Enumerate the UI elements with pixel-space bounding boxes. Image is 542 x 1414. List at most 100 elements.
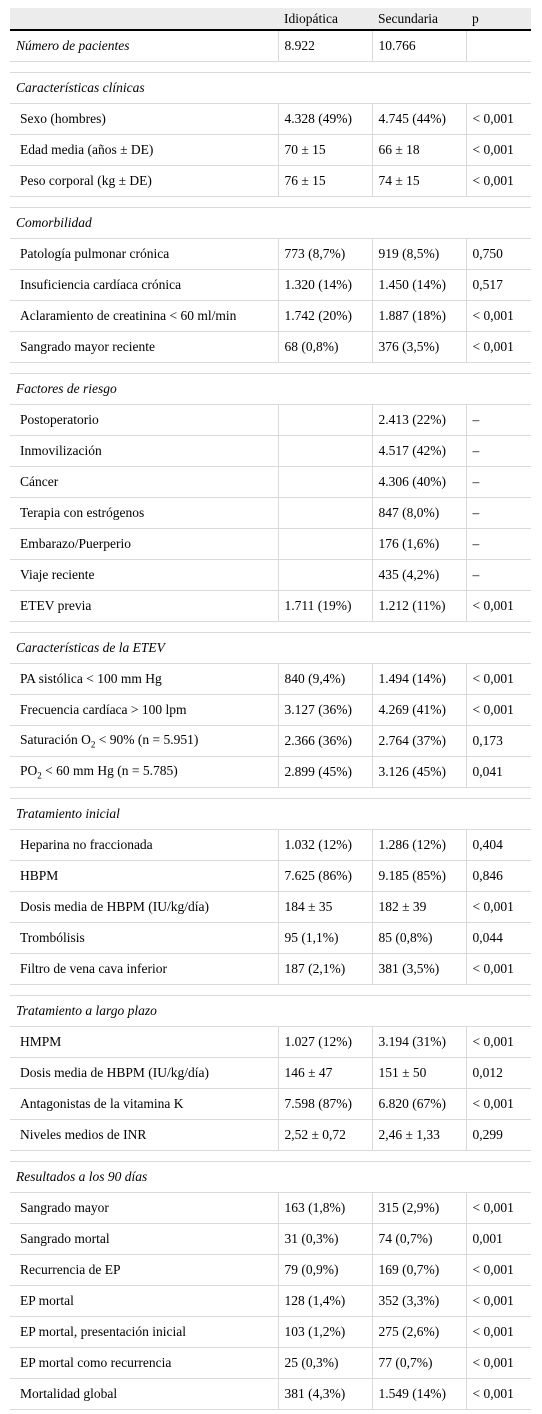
cell-secondary: 381 (3,5%) (371, 953, 466, 985)
table-row: Patología pulmonar crónica 773 (8,7%) 919 … (10, 238, 531, 270)
cell-p-value: 0,012 (465, 1057, 531, 1089)
table-row: HMPM 1.027 (12%) 3.194 (31%) < 0,001 (10, 1026, 531, 1058)
label-text-after: < 60 mm Hg (n = 5.785) (41, 762, 178, 778)
row-label: HBPM (10, 860, 278, 892)
table-row: Aclaramiento de creatinina < 60 ml/min 1.… (10, 300, 531, 332)
spacer-row (10, 621, 531, 633)
cell-idiopathic (277, 435, 372, 467)
cell-idiopathic: 128 (1,4%) (277, 1285, 372, 1317)
table-row: Cáncer 4.306 (40%) – (10, 466, 531, 498)
cell-secondary: 9.185 (85%) (371, 860, 466, 892)
row-label: Postoperatorio (10, 404, 278, 436)
cell-p-value: 0,404 (465, 829, 531, 861)
cell-idiopathic: 773 (8,7%) (277, 238, 372, 270)
cell-p-value: < 0,001 (465, 300, 531, 332)
cell-secondary: 376 (3,5%) (371, 331, 466, 363)
cell-p-value: < 0,001 (465, 1088, 531, 1120)
cell-idiopathic: 7.625 (86%) (277, 860, 372, 892)
cell-idiopathic: 2.366 (36%) (277, 725, 372, 757)
table-row: Trombólisis 95 (1,1%) 85 (0,8%) 0,044 (10, 922, 531, 954)
cell-idiopathic: 163 (1,8%) (277, 1192, 372, 1224)
row-label: Sangrado mayor reciente (10, 331, 278, 363)
cell-secondary: 1.286 (12%) (371, 829, 466, 861)
row-label: Patología pulmonar crónica (10, 238, 278, 270)
header-idiopathic: Idiopática (278, 8, 372, 31)
cell-secondary: 4.269 (41%) (371, 694, 466, 726)
spacer-row (10, 1150, 531, 1162)
cell-secondary: 85 (0,8%) (371, 922, 466, 954)
cell-secondary: 352 (3,3%) (371, 1285, 466, 1317)
table-row: Antagonistas de la vitamina K 7.598 (87%)… (10, 1088, 531, 1120)
row-label: HMPM (10, 1026, 278, 1058)
row-label: Aclaramiento de creatinina < 60 ml/min (10, 300, 278, 332)
cell-p-value: < 0,001 (465, 1347, 531, 1379)
cell-idiopathic: 25 (0,3%) (277, 1347, 372, 1379)
table-row: Dosis media de HBPM (IU/kg/día) 184 ± 35 1… (10, 891, 531, 923)
row-label: Antagonistas de la vitamina K (10, 1088, 278, 1120)
cell-secondary: 169 (0,7%) (371, 1254, 466, 1286)
cell-secondary: 10.766 (371, 30, 466, 62)
cell-idiopathic: 187 (2,1%) (277, 953, 372, 985)
row-label: Insuficiencia cardíaca crónica (10, 269, 278, 301)
section-header-row: Características clínicas (10, 72, 531, 104)
row-label: Saturación O2 < 90% (n = 5.951) (10, 725, 278, 757)
table-row: Inmovilización 4.517 (42%) – (10, 435, 531, 467)
cell-p-value: < 0,001 (465, 694, 531, 726)
row-label: Sangrado mortal (10, 1223, 278, 1255)
row-label: Mortalidad global (10, 1378, 278, 1410)
label-text-after: < 90% (n = 5.951) (95, 731, 199, 747)
cell-secondary: 435 (4,2%) (371, 559, 466, 591)
table-row: Embarazo/Puerperio 176 (1,6%) – (10, 528, 531, 560)
row-label: PO2 < 60 mm Hg (n = 5.785) (10, 756, 278, 788)
row-label: Niveles medios de INR (10, 1119, 278, 1151)
cell-idiopathic (277, 497, 372, 529)
row-label: Dosis media de HBPM (IU/kg/día) (10, 1057, 278, 1089)
cell-idiopathic: 8.922 (277, 30, 372, 62)
table-row: Niveles medios de INR 2,52 ± 0,72 2,46 ± 1… (10, 1119, 531, 1151)
section-title: Tratamiento inicial (10, 798, 531, 830)
cell-p-value: < 0,001 (465, 891, 531, 923)
table-row: Viaje reciente 435 (4,2%) – (10, 559, 531, 591)
cell-p-value: 0,750 (465, 238, 531, 270)
cell-idiopathic: 2,52 ± 0,72 (277, 1119, 372, 1151)
cell-p-value: < 0,001 (465, 165, 531, 197)
cell-idiopathic (277, 404, 372, 436)
cell-idiopathic: 103 (1,2%) (277, 1316, 372, 1348)
cell-idiopathic: 76 ± 15 (277, 165, 372, 197)
cell-idiopathic: 1.742 (20%) (277, 300, 372, 332)
section-header-row: Resultados a los 90 días (10, 1161, 531, 1193)
cell-secondary: 315 (2,9%) (371, 1192, 466, 1224)
table-row: Saturación O2 < 90% (n = 5.951) 2.366 (36… (10, 725, 531, 757)
cell-p-value: 0,044 (465, 922, 531, 954)
row-label: Terapia con estrógenos (10, 497, 278, 529)
table-row: PA sistólica < 100 mm Hg 840 (9,4%) 1.494 … (10, 663, 531, 695)
cell-p-value: < 0,001 (465, 103, 531, 135)
label-subscript: 2 (37, 770, 42, 781)
cell-idiopathic: 381 (4,3%) (277, 1378, 372, 1410)
cell-p-value: < 0,001 (465, 663, 531, 695)
cell-p-value: < 0,001 (465, 1378, 531, 1410)
header-empty (10, 8, 278, 31)
cell-p-value (465, 30, 531, 62)
table-row: Sangrado mayor 163 (1,8%) 315 (2,9%) < 0,00… (10, 1192, 531, 1224)
label-subscript: 2 (90, 739, 96, 750)
table-body: Número de pacientes 8.922 10.766 Caracte… (10, 30, 531, 1410)
spacer-row (10, 787, 531, 799)
cell-p-value: 0,846 (465, 860, 531, 892)
section-title: Resultados a los 90 días (10, 1161, 531, 1193)
cell-p-value: 0,001 (465, 1223, 531, 1255)
row-label: Inmovilización (10, 435, 278, 467)
cell-p-value: – (465, 559, 531, 591)
cell-p-value: – (465, 528, 531, 560)
cell-idiopathic (277, 559, 372, 591)
section-header-row: Tratamiento a largo plazo (10, 995, 531, 1027)
cell-idiopathic: 2.899 (45%) (277, 756, 372, 788)
cell-secondary: 4.745 (44%) (371, 103, 466, 135)
row-label: Dosis media de HBPM (IU/kg/día) (10, 891, 278, 923)
row-label: EP mortal como recurrencia (10, 1347, 278, 1379)
cell-p-value: – (465, 435, 531, 467)
table-row: EP mortal como recurrencia 25 (0,3%) 77 (0… (10, 1347, 531, 1379)
header-secondary: Secundaria (372, 8, 466, 31)
cell-secondary: 4.306 (40%) (371, 466, 466, 498)
table-row: Dosis media de HBPM (IU/kg/día) 146 ± 47 1… (10, 1057, 531, 1089)
